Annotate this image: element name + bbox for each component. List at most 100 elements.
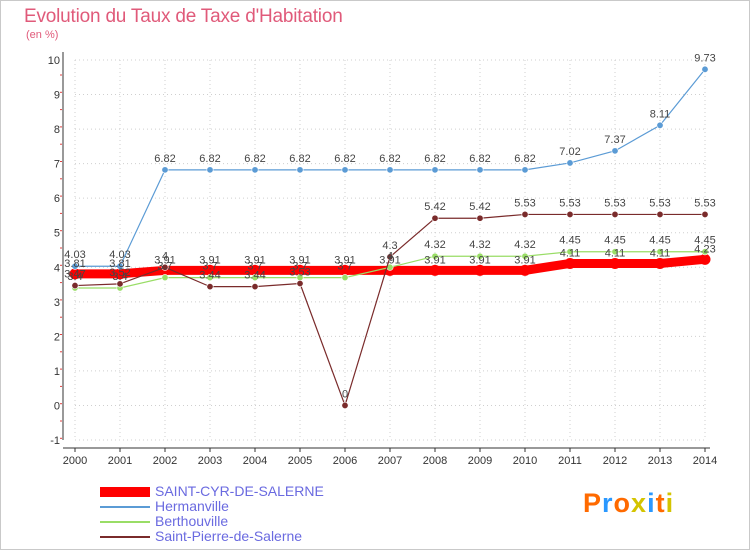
data-point-saint-pierre-de-salerne (656, 210, 664, 218)
logo-letter: x (631, 488, 648, 518)
data-point-hermanville (116, 262, 124, 270)
data-point-hermanville (566, 159, 574, 167)
data-point-saint-cyr-de-salerne (654, 257, 666, 269)
data-point-saint-pierre-de-salerne (71, 282, 79, 290)
data-label-berthouville: 3.7 (337, 261, 352, 273)
data-label-saint-cyr-de-salerne: 3.91 (334, 254, 355, 266)
x-tick-label: 2001 (108, 455, 132, 467)
data-label-saint-cyr-de-salerne: 4.11 (605, 247, 626, 259)
data-point-saint-pierre-de-salerne (566, 210, 574, 218)
data-point-saint-cyr-de-salerne (294, 264, 306, 276)
legend-label: Saint-Pierre-de-Salerne (155, 528, 303, 544)
data-point-saint-pierre-de-salerne (476, 214, 484, 222)
data-point-hermanville (386, 166, 394, 174)
chart-title: Evolution du Taux de Taxe d'Habitation (24, 6, 343, 27)
x-tick-label: 2005 (288, 455, 312, 467)
data-point-saint-cyr-de-salerne (249, 264, 261, 276)
data-point-berthouville (251, 274, 259, 282)
data-label-saint-pierre-de-salerne: 3.44 (244, 270, 265, 282)
x-tick-label: 2010 (513, 455, 537, 467)
data-point-hermanville (206, 166, 214, 174)
data-label-berthouville: 3.7 (292, 261, 307, 273)
legend-label: Berthouville (155, 513, 229, 529)
data-label-saint-pierre-de-salerne: 3.52 (109, 267, 130, 279)
data-label-saint-cyr-de-salerne: 3.91 (469, 254, 490, 266)
data-label-saint-cyr-de-salerne: 3.91 (244, 254, 265, 266)
y-tick-label: 7 (54, 159, 60, 171)
logo-letter: i (647, 488, 656, 518)
data-label-hermanville: 6.82 (244, 153, 265, 165)
y-axis-unit: (en %) (26, 29, 59, 41)
y-tick-label: 2 (54, 331, 60, 343)
data-labels: 3.81 3.81 3.91 3.91 3.91 3.91 3.91 3.91 3.91 3.91… (64, 52, 715, 400)
data-label-saint-cyr-de-salerne: 4.11 (560, 247, 581, 259)
proxiti-logo: Proxiti (583, 488, 674, 519)
data-point-hermanville (341, 166, 349, 174)
data-label-hermanville: 6.82 (424, 153, 445, 165)
data-label-berthouville: 4.45 (694, 235, 715, 247)
data-label-berthouville: 4.32 (469, 239, 490, 251)
data-point-hermanville (476, 166, 484, 174)
data-label-saint-cyr-de-salerne: 3.91 (289, 254, 310, 266)
data-label-hermanville: 6.82 (154, 153, 175, 165)
data-point-hermanville (71, 262, 79, 270)
data-label-saint-cyr-de-salerne: 3.91 (199, 254, 220, 266)
x-tick-label: 2000 (63, 455, 87, 467)
x-tick-labels: 2000 2001 2002 2003 2004 2005 2006 2007 2008 2009… (63, 455, 717, 467)
data-point-saint-pierre-de-salerne (386, 253, 394, 261)
series-group (69, 65, 711, 409)
data-label-saint-cyr-de-salerne: 3.81 (64, 258, 85, 270)
y-tick-label: 4 (54, 262, 60, 274)
data-point-saint-cyr-de-salerne (474, 264, 486, 276)
data-label-berthouville: 3.7 (157, 261, 172, 273)
data-point-hermanville (611, 147, 619, 155)
data-label-saint-pierre-de-salerne: 3.47 (64, 269, 85, 281)
data-label-hermanville: 6.82 (514, 153, 535, 165)
x-tick-label: 2003 (198, 455, 222, 467)
y-tick-label: 9 (54, 90, 60, 102)
data-label-hermanville: 6.82 (469, 153, 490, 165)
data-point-saint-cyr-de-salerne (429, 264, 441, 276)
data-point-saint-cyr-de-salerne (519, 264, 531, 276)
legend-swatches (100, 487, 150, 538)
data-point-saint-pierre-de-salerne (701, 210, 709, 218)
data-label-berthouville: 4.32 (514, 239, 535, 251)
data-label-saint-cyr-de-salerne: 3.91 (514, 254, 535, 266)
data-label-saint-cyr-de-salerne: 4.23 (694, 243, 715, 255)
data-label-saint-pierre-de-salerne: 0 (342, 388, 348, 400)
data-point-berthouville (476, 252, 484, 260)
data-point-berthouville (206, 274, 214, 282)
data-label-hermanville: 4.03 (109, 249, 130, 261)
y-tick-label: 3 (54, 297, 60, 309)
data-point-berthouville (701, 248, 709, 256)
logo-letter: t (655, 488, 666, 518)
data-point-saint-pierre-de-salerne (296, 280, 304, 288)
data-point-saint-cyr-de-salerne (339, 264, 351, 276)
data-label-hermanville: 6.82 (199, 153, 220, 165)
logo-letter: r (602, 488, 614, 518)
data-point-saint-cyr-de-salerne (114, 268, 126, 280)
data-label-hermanville: 8.11 (650, 108, 671, 120)
data-point-hermanville (656, 121, 664, 129)
x-tick-label: 2002 (153, 455, 177, 467)
data-point-saint-cyr-de-salerne (609, 257, 621, 269)
data-point-berthouville (566, 248, 574, 256)
data-label-saint-cyr-de-salerne: 3.91 (379, 254, 400, 266)
y-tick-label: 8 (54, 124, 60, 136)
data-point-hermanville (521, 166, 529, 174)
data-label-berthouville: 4.45 (649, 235, 670, 247)
data-label-berthouville: 4 (387, 250, 393, 262)
y-tick-label: 5 (54, 228, 60, 240)
y-tick-label: 6 (54, 193, 60, 205)
data-point-berthouville (161, 274, 169, 282)
data-label-berthouville: 3.4 (67, 271, 82, 283)
data-point-berthouville (431, 252, 439, 260)
data-point-saint-pierre-de-salerne (431, 214, 439, 222)
data-point-saint-pierre-de-salerne (521, 210, 529, 218)
data-label-berthouville: 3.7 (247, 261, 262, 273)
data-label-hermanville: 9.73 (694, 52, 715, 64)
data-point-saint-cyr-de-salerne (564, 257, 576, 269)
y-tick-label: 1 (54, 366, 60, 378)
data-label-saint-pierre-de-salerne: 5.53 (604, 197, 625, 209)
